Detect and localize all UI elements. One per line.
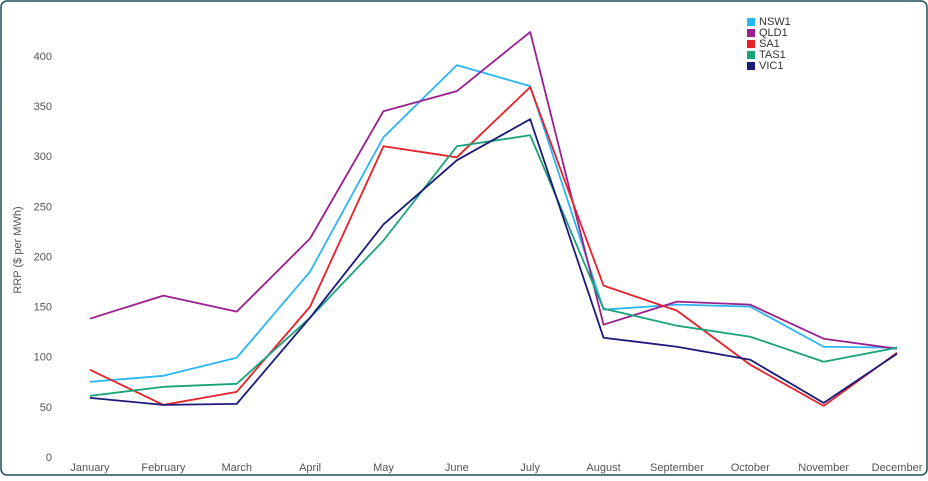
legend-label: QLD1 xyxy=(759,27,788,39)
y-axis-label: RRP ($ per MWh) xyxy=(12,206,24,293)
y-tick-label: 50 xyxy=(40,402,52,414)
x-tick-label: November xyxy=(798,462,849,474)
y-tick-label: 250 xyxy=(34,201,52,213)
x-tick-label: April xyxy=(299,462,321,474)
line-series xyxy=(89,118,898,406)
x-tick-label: May xyxy=(373,462,394,474)
x-tick-label: July xyxy=(520,462,540,474)
line-series xyxy=(89,64,898,383)
x-tick-label: August xyxy=(586,462,620,474)
y-tick-label: 400 xyxy=(34,51,52,63)
x-tick-label: December xyxy=(872,462,923,474)
y-tick-label: 0 xyxy=(46,452,52,464)
line-series xyxy=(89,86,898,407)
line-series xyxy=(89,31,898,350)
legend-swatch xyxy=(747,18,755,26)
y-tick-label: 200 xyxy=(34,251,52,263)
x-tick-label: February xyxy=(141,462,186,474)
legend-swatch xyxy=(747,51,755,59)
y-tick-label: 100 xyxy=(34,352,52,364)
y-tick-label: 150 xyxy=(34,302,52,314)
legend-swatch xyxy=(747,40,755,48)
x-tick-label: September xyxy=(650,462,704,474)
legend-label: VIC1 xyxy=(759,60,783,72)
y-tick-label: 300 xyxy=(34,151,52,163)
x-tick-label: January xyxy=(70,462,110,474)
x-tick-label: June xyxy=(445,462,469,474)
x-tick-label: October xyxy=(731,462,770,474)
legend-swatch xyxy=(747,62,755,70)
x-tick-label: March xyxy=(221,462,252,474)
legend-swatch xyxy=(747,29,755,37)
y-tick-label: 350 xyxy=(34,101,52,113)
legend-label: TAS1 xyxy=(759,49,786,61)
legend-label: NSW1 xyxy=(759,16,791,28)
legend-label: SA1 xyxy=(759,38,780,50)
